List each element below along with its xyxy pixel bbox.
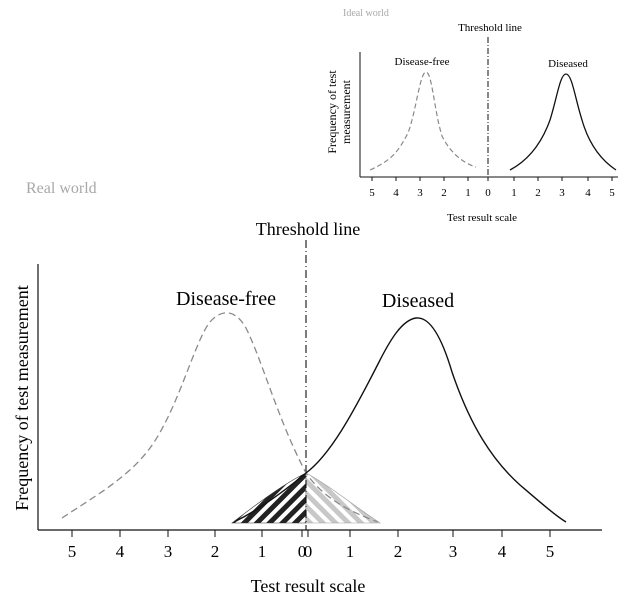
ideal-x-ticks: 5 4 3 2 1 0 1 2 3 4 5	[369, 177, 615, 199]
real-world-panel: Real world Threshold line Frequency of t…	[12, 180, 602, 596]
real-x-tick-label: 0	[304, 542, 313, 561]
real-x-tick-label: 2	[211, 542, 220, 561]
false-positive-area	[305, 472, 381, 524]
real-x-tick-label: 5	[546, 542, 555, 561]
false-negative-area	[231, 472, 307, 524]
real-x-tick-label: 4	[116, 542, 125, 561]
real-x-tick-label: 5	[68, 542, 77, 561]
real-x-axis-label: Test result scale	[251, 576, 366, 596]
ideal-y-axis-label-line1: Frequency of test	[325, 70, 339, 154]
real-x-tick-label: 3	[449, 542, 458, 561]
ideal-x-tick-label: 3	[417, 187, 423, 199]
real-world-caption: Real world	[26, 180, 97, 197]
ideal-disease-free-curve	[369, 71, 477, 171]
ideal-x-tick-label: 0	[485, 187, 491, 199]
ideal-world-panel: Ideal world Threshold line Frequency of …	[325, 8, 618, 224]
real-x-tick-label: 1	[346, 542, 355, 561]
ideal-x-tick-label: 5	[369, 187, 375, 199]
ideal-x-tick-label: 1	[465, 187, 471, 199]
real-x-ticks: 5 4 3 2 1 00 1 2 3 4 5	[68, 530, 555, 561]
real-x-tick-label: 1	[258, 542, 267, 561]
real-x-tick-label: 2	[394, 542, 403, 561]
ideal-diseased-label: Diseased	[548, 58, 588, 70]
ideal-x-tick-label: 1	[511, 187, 517, 199]
real-diseased-curve	[235, 317, 567, 523]
ideal-x-tick-label: 5	[609, 187, 615, 199]
ideal-disease-free-label: Disease-free	[395, 56, 450, 68]
ideal-x-tick-label: 2	[535, 187, 541, 199]
ideal-diseased-curve	[509, 73, 617, 171]
ideal-x-tick-label: 4	[585, 187, 591, 199]
ideal-x-tick-label: 4	[393, 187, 399, 199]
real-y-axis-label: Frequency of test measurement	[12, 285, 32, 510]
real-x-tick-label: 3	[164, 542, 173, 561]
ideal-x-axis-label: Test result scale	[447, 212, 517, 224]
ideal-y-axis-label-line2: measurement	[339, 79, 353, 144]
real-disease-free-curve	[61, 312, 379, 523]
real-threshold-label: Threshold line	[256, 219, 360, 239]
ideal-x-tick-label: 3	[559, 187, 565, 199]
real-disease-free-label: Disease-free	[176, 288, 276, 310]
real-diseased-label: Diseased	[382, 290, 454, 312]
ideal-threshold-label: Threshold line	[458, 22, 522, 34]
ideal-world-caption: Ideal world	[343, 8, 389, 19]
ideal-x-tick-label: 2	[441, 187, 447, 199]
real-x-tick-label: 0	[298, 542, 307, 561]
real-x-tick-label: 4	[498, 542, 507, 561]
